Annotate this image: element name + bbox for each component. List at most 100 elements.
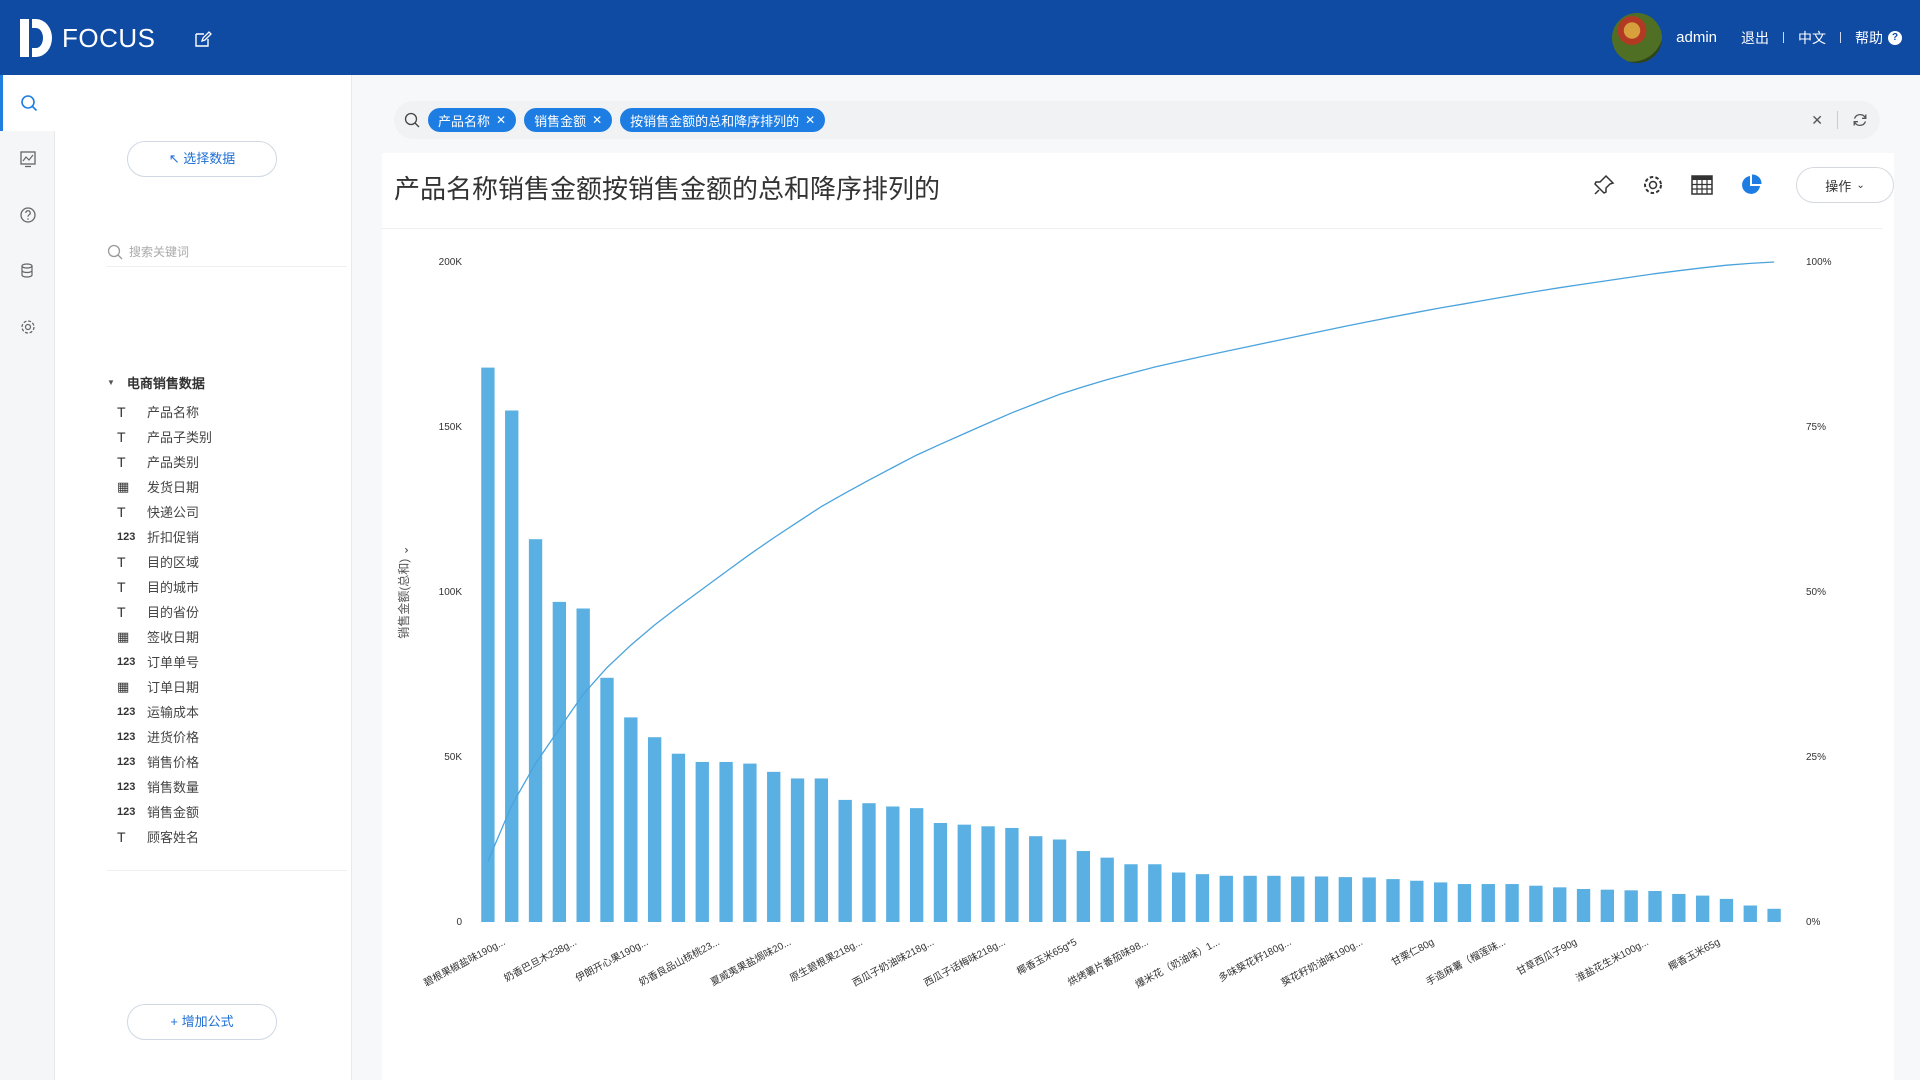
text-type-icon: T — [117, 503, 126, 520]
language-link[interactable]: 中文 — [1798, 29, 1826, 46]
number-type-icon: 123 — [117, 655, 136, 668]
table-icon — [1691, 175, 1713, 195]
field-item[interactable]: ▦ 签收日期 — [117, 624, 212, 649]
bar — [1195, 874, 1210, 922]
close-icon[interactable]: ✕ — [592, 113, 603, 127]
bar — [909, 808, 924, 922]
actions-label: 操作 — [1825, 178, 1852, 194]
y-tick-label: 50K — [444, 752, 462, 763]
number-type-icon: 123 — [117, 755, 136, 768]
logout-link[interactable]: 退出 — [1741, 29, 1769, 46]
divider — [1840, 32, 1841, 43]
x-tick-label: 多味葵花籽180g... — [1216, 935, 1293, 984]
bar — [933, 823, 948, 922]
clear-icon[interactable]: ✕ — [1811, 111, 1823, 128]
gear-icon — [1644, 176, 1662, 194]
bar — [1767, 908, 1781, 922]
actions-dropdown[interactable]: 操作 ⌄ — [1796, 167, 1894, 203]
field-item[interactable]: T 目的城市 — [117, 574, 212, 599]
search-input[interactable]: 搜索关键词 — [129, 245, 190, 259]
number-type-icon: 123 — [117, 530, 136, 543]
dataset-node[interactable]: ▼ 电商销售数据 — [107, 373, 205, 392]
question-icon[interactable]: ? — [1888, 30, 1902, 45]
pin-button[interactable] — [1589, 170, 1619, 200]
field-item[interactable]: T 产品类别 — [117, 449, 212, 474]
field-item[interactable]: 123 销售价格 — [117, 749, 212, 774]
search-token[interactable]: 产品名称 ✕ — [428, 108, 517, 132]
field-item[interactable]: T 目的区域 — [117, 549, 212, 574]
nav-settings[interactable] — [0, 299, 55, 355]
nav-data[interactable] — [0, 243, 55, 299]
edit-icon[interactable] — [194, 30, 212, 48]
table-view-button[interactable] — [1687, 170, 1717, 200]
nav-dashboard[interactable] — [0, 131, 55, 187]
keyword-search[interactable]: 搜索关键词 — [107, 237, 347, 267]
field-name: 产品子类别 — [147, 430, 213, 445]
field-item[interactable]: 123 销售数量 — [117, 774, 212, 799]
x-tick-label: 碧根果椒盐味190g... — [421, 935, 507, 989]
help-link[interactable]: 帮助 — [1855, 29, 1883, 46]
field-name: 进货价格 — [147, 730, 200, 745]
search-token[interactable]: 按销售金额的总和降序排列的 ✕ — [620, 108, 826, 132]
field-item[interactable]: 123 销售金额 — [117, 799, 212, 824]
field-item[interactable]: T 产品名称 — [117, 399, 212, 424]
bar — [1219, 875, 1233, 922]
close-icon[interactable]: ✕ — [496, 113, 507, 127]
search-bar[interactable]: 产品名称 ✕ 销售金额 ✕ 按销售金额的总和降序排列的 ✕ ✕ — [394, 101, 1880, 139]
x-tick-label: 甘草西瓜子90g — [1514, 935, 1579, 978]
field-item[interactable]: 123 进货价格 — [117, 724, 212, 749]
number-type-icon: 123 — [117, 805, 136, 818]
search-icon — [21, 95, 38, 112]
username[interactable]: admin — [1676, 29, 1717, 46]
chart-type-button[interactable] — [1736, 170, 1766, 200]
caret-down-icon[interactable]: ▼ — [107, 378, 115, 387]
y2-tick-label: 75% — [1806, 422, 1826, 433]
calendar-icon: ▦ — [117, 628, 130, 644]
help-circle-icon — [19, 207, 36, 223]
pie-chart-icon — [1742, 174, 1762, 194]
field-item[interactable]: T 快递公司 — [117, 499, 212, 524]
search-token[interactable]: 销售金额 ✕ — [524, 108, 613, 132]
add-formula-button[interactable]: + 增加公式 — [127, 1004, 277, 1040]
field-item[interactable]: T 目的省份 — [117, 599, 212, 624]
field-item[interactable]: 123 折扣促销 — [117, 524, 212, 549]
bar — [1719, 898, 1734, 922]
refresh-icon[interactable] — [1852, 112, 1868, 128]
cumulative-percent-line — [487, 261, 1775, 862]
nav-search[interactable] — [0, 75, 55, 131]
divider — [1783, 32, 1784, 43]
search-icon — [107, 244, 123, 259]
field-item[interactable]: 123 订单单号 — [117, 649, 212, 674]
field-item[interactable]: T 顾客姓名 — [117, 824, 212, 849]
gear-icon — [20, 320, 35, 334]
field-name: 目的城市 — [147, 580, 200, 595]
app-logo[interactable]: FOCUS — [20, 18, 156, 58]
bar — [481, 367, 495, 923]
divider — [1837, 111, 1838, 129]
field-item[interactable]: T 产品子类别 — [117, 424, 212, 449]
field-item[interactable]: ▦ 发货日期 — [117, 474, 212, 499]
bar — [1267, 875, 1281, 922]
top-bar: FOCUS admin 退出 中文 帮助 ? — [0, 0, 1920, 75]
avatar[interactable] — [1612, 12, 1663, 63]
text-type-icon: T — [117, 828, 126, 845]
field-name: 订单日期 — [147, 680, 200, 695]
pin-icon — [1594, 174, 1615, 195]
field-item[interactable]: 123 运输成本 — [117, 699, 212, 724]
x-tick-label: 奶香巴旦木238g... — [502, 936, 579, 984]
bar — [647, 737, 662, 922]
y-tick-label: 100K — [439, 587, 463, 598]
settings-button[interactable] — [1638, 170, 1668, 200]
field-name: 顾客姓名 — [147, 830, 200, 845]
app-logo-text: FOCUS — [62, 22, 156, 53]
focus-logo-icon — [20, 19, 52, 57]
page-title: 产品名称销售金额按销售金额的总和降序排列的 — [394, 174, 941, 204]
field-name: 折扣促销 — [147, 530, 200, 545]
field-item[interactable]: ▦ 订单日期 — [117, 674, 212, 699]
close-icon[interactable]: ✕ — [805, 113, 816, 127]
select-data-button[interactable]: ↖ 选择数据 — [127, 141, 277, 177]
token-label: 按销售金额的总和降序排列的 — [630, 113, 800, 129]
data-panel: ↖ 选择数据 搜索关键词 ▼ 电商销售数据 T 产品名称 T 产品子类别 T 产品类别 ▦ 发… — [55, 75, 352, 1080]
nav-help[interactable] — [0, 187, 55, 243]
pareto-chart: 0 50K 100K 150K 200K 0% 25% 50% 75% 100% 碧根果椒盐味190… — [396, 257, 1832, 991]
